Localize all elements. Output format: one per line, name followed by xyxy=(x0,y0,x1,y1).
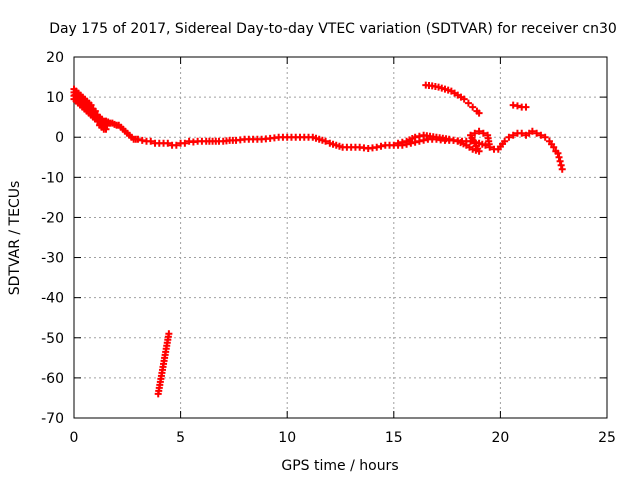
series-upper-arc xyxy=(422,81,483,117)
data-point xyxy=(479,129,487,137)
y-tick-label: -50 xyxy=(41,331,64,347)
data-point xyxy=(558,165,566,173)
data-point xyxy=(147,137,155,145)
data-point xyxy=(550,143,558,151)
series-small-cluster xyxy=(509,101,530,111)
x-tick-label: 15 xyxy=(385,430,403,446)
y-tick-label: 0 xyxy=(55,130,64,146)
data-point xyxy=(394,139,402,147)
x-tick-label: 5 xyxy=(176,430,185,446)
x-tick-label: 10 xyxy=(278,430,296,446)
data-point xyxy=(528,127,536,135)
y-tick-label: -40 xyxy=(41,291,64,307)
data-point xyxy=(164,139,172,147)
data-point xyxy=(513,102,521,110)
y-tick-label: -20 xyxy=(41,210,64,226)
data-point xyxy=(165,330,173,338)
data-point xyxy=(475,127,483,135)
data-point xyxy=(557,161,565,169)
data-point xyxy=(555,153,563,161)
data-point xyxy=(460,95,468,103)
data-point xyxy=(322,137,330,145)
data-point xyxy=(398,138,406,146)
data-point xyxy=(537,131,545,139)
data-point xyxy=(445,135,453,143)
data-point xyxy=(481,141,489,149)
x-tick-label: 25 xyxy=(598,430,616,446)
data-point xyxy=(172,141,180,149)
data-point xyxy=(475,109,483,117)
data-point xyxy=(415,132,423,140)
chart-title: Day 175 of 2017, Sidereal Day-to-day VTE… xyxy=(49,21,617,37)
data-point xyxy=(471,129,479,137)
data-point xyxy=(181,139,189,147)
data-point xyxy=(518,129,526,137)
y-axis-label: SDTVAR / TECUs xyxy=(7,181,23,296)
data-point xyxy=(469,103,477,111)
data-point xyxy=(411,133,419,141)
data-point xyxy=(464,99,472,107)
data-point xyxy=(373,143,381,151)
axis-ticks: 0 5 10 15 20 25 20 10 0 -10 -20 -30 -40 -50 -60 -70 xyxy=(41,50,616,446)
data-point xyxy=(556,157,564,165)
x-axis-label: GPS time / hours xyxy=(281,458,398,474)
y-tick-label: -60 xyxy=(41,371,64,387)
data-point xyxy=(522,103,530,111)
data-point xyxy=(467,131,475,139)
data-points xyxy=(70,81,566,398)
data-point xyxy=(449,136,457,144)
y-tick-label: 20 xyxy=(46,50,64,66)
data-point xyxy=(501,137,509,145)
data-point xyxy=(554,149,562,157)
series-late-segments xyxy=(394,127,566,173)
data-point xyxy=(509,131,517,139)
x-tick-label: 20 xyxy=(491,430,509,446)
data-point xyxy=(102,125,110,133)
y-tick-label: 10 xyxy=(46,90,64,106)
y-tick-label: -70 xyxy=(41,411,64,427)
data-point xyxy=(533,129,541,137)
series-main-trace xyxy=(70,85,489,152)
data-point xyxy=(505,133,513,141)
y-tick-label: -10 xyxy=(41,170,64,186)
series-low-segment xyxy=(154,330,173,398)
data-point xyxy=(134,135,142,143)
y-tick-label: -30 xyxy=(41,251,64,267)
x-tick-label: 0 xyxy=(70,430,79,446)
grid-lines xyxy=(74,57,607,418)
plot-frame xyxy=(73,56,608,419)
data-point xyxy=(377,142,385,150)
data-point xyxy=(541,133,549,141)
data-point xyxy=(486,143,494,151)
